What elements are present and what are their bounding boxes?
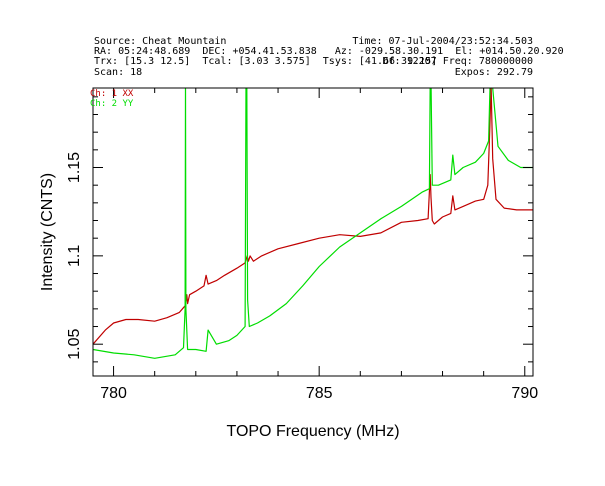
y-axis-label: Intensity (CNTS)	[39, 173, 56, 291]
x-tick-label: 785	[306, 385, 333, 402]
header-exposure: Expos: 292.79	[454, 67, 533, 78]
x-tick-label: 780	[100, 385, 127, 402]
header-time: Time: 07-Jul-2004/23:52:34.503	[352, 36, 533, 47]
plot-frame	[92, 87, 534, 377]
header-source: Source: Cheat Mountain	[94, 36, 227, 47]
series-line-xx	[93, 88, 533, 345]
y-tick-label: 1.05	[66, 329, 83, 360]
header-coordinates: RA: 05:24:48.689 DEC: +054.41.53.838 Az:…	[94, 46, 564, 57]
header-trx-tcal-tsys: Trx: [15.3 12.5] Tcal: [3.03 3.575] Tsys…	[94, 56, 438, 67]
y-tick-label: 1.1	[66, 245, 83, 267]
x-tick-label: 790	[511, 385, 538, 402]
y-tick-label: 1.15	[66, 152, 83, 183]
header-frequency-resolution: Df: 12207 Freq: 780000000	[382, 56, 533, 67]
legend-xx: Ch: 1 XX	[90, 89, 134, 99]
x-axis-label: TOPO Frequency (MHz)	[226, 423, 399, 440]
series-line-yy	[93, 88, 533, 359]
header-scan: Scan: 18	[94, 67, 143, 78]
legend-yy: Ch: 2 YY	[90, 99, 134, 109]
